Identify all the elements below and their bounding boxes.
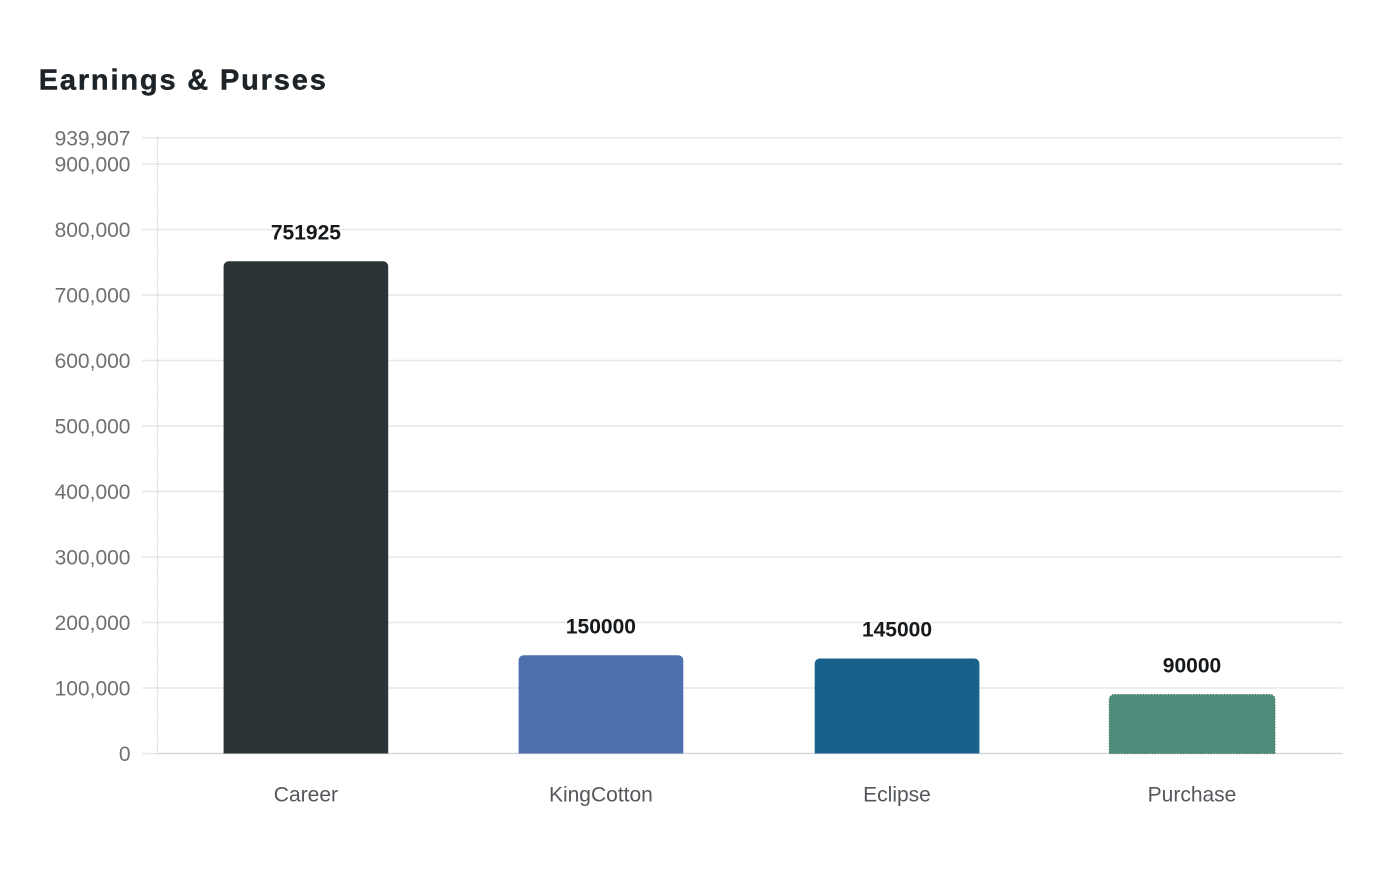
svg-text:145000: 145000 [862, 619, 932, 642]
svg-text:800,000: 800,000 [55, 219, 131, 242]
svg-text:150000: 150000 [566, 615, 636, 638]
svg-text:939,907: 939,907 [55, 127, 131, 150]
svg-text:700,000: 700,000 [55, 285, 131, 308]
svg-text:500,000: 500,000 [55, 416, 131, 439]
svg-text:Purchase: Purchase [1148, 783, 1237, 806]
svg-text:400,000: 400,000 [55, 481, 131, 504]
svg-text:200,000: 200,000 [55, 612, 131, 635]
svg-text:900,000: 900,000 [55, 154, 131, 177]
svg-text:KingCotton: KingCotton [549, 783, 653, 806]
svg-text:600,000: 600,000 [55, 350, 131, 373]
svg-text:0: 0 [119, 743, 131, 766]
svg-text:Career: Career [274, 783, 338, 806]
svg-text:100,000: 100,000 [55, 678, 131, 701]
svg-text:751925: 751925 [271, 222, 341, 245]
svg-text:Earnings & Purses: Earnings & Purses [39, 64, 328, 96]
svg-text:90000: 90000 [1163, 655, 1221, 678]
svg-text:300,000: 300,000 [55, 547, 131, 570]
svg-text:Eclipse: Eclipse [863, 783, 931, 806]
